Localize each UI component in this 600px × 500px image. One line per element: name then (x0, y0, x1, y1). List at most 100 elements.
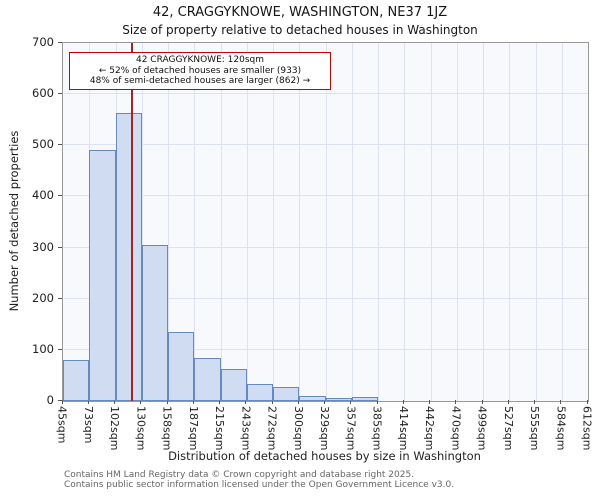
gridline-vertical (325, 43, 327, 401)
y-tick-label: 700 (32, 35, 54, 49)
gridline-vertical (535, 43, 537, 401)
property-size-marker-line (131, 43, 133, 401)
histogram-bar (115, 113, 142, 401)
x-tick-label: 414sqm (396, 406, 410, 451)
x-tick-label: 442sqm (423, 406, 436, 451)
x-tick-label: 527sqm (501, 406, 515, 451)
x-tick-mark (534, 400, 535, 404)
plot-area: 42 CRAGGYKNOWE: 120sqm ← 52% of detached… (62, 42, 589, 402)
x-tick-mark (350, 400, 352, 404)
x-tick-label: 243sqm (239, 406, 253, 451)
annotation-smaller-line: ← 52% of detached houses are smaller (93… (98, 65, 302, 76)
x-tick-label: 45sqm (55, 406, 69, 444)
gridline-vertical (299, 43, 301, 401)
y-tick-mark (58, 93, 62, 95)
x-tick-label: 555sqm (528, 406, 541, 451)
y-tick-mark (58, 400, 62, 401)
annotation-box: 42 CRAGGYKNOWE: 120sqm ← 52% of detached… (69, 52, 331, 90)
gridline-vertical (273, 43, 274, 401)
gridline-vertical (246, 43, 248, 401)
y-tick-label: 200 (32, 290, 54, 305)
histogram-bar (63, 360, 90, 401)
x-tick-label: 385sqm (370, 406, 384, 451)
histogram-bar (220, 369, 247, 401)
gridline-vertical (168, 43, 169, 401)
x-tick-label: 300sqm (291, 406, 305, 451)
gridline-vertical (404, 43, 406, 401)
y-tick-mark (58, 246, 62, 248)
y-tick-label: 300 (32, 239, 54, 254)
x-tick-mark (87, 400, 89, 404)
gridline-vertical (483, 43, 484, 401)
footer-line-1: Contains HM Land Registry data © Crown c… (64, 470, 415, 480)
y-tick-mark (58, 348, 62, 350)
y-tick-mark (58, 144, 62, 146)
y-tick-label: 100 (32, 341, 54, 356)
x-tick-mark (455, 400, 457, 404)
gridline-vertical (430, 43, 432, 401)
x-tick-mark (140, 400, 142, 404)
histogram-bar (351, 397, 378, 401)
gridline-vertical (378, 43, 379, 401)
x-tick-mark (192, 400, 194, 404)
histogram-bar (168, 331, 195, 401)
x-tick-label: 215sqm (213, 406, 226, 451)
x-tick-mark (481, 400, 483, 404)
x-tick-mark (61, 400, 63, 404)
x-tick-mark (271, 400, 273, 404)
x-tick-mark (429, 400, 430, 404)
gridline-vertical (509, 43, 511, 401)
y-tick-label: 0 (46, 393, 54, 407)
x-tick-label: 73sqm (81, 406, 95, 444)
x-tick-label: 187sqm (186, 406, 200, 451)
histogram-bar (194, 357, 221, 401)
annotation-larger-line: 48% of semi-detached houses are larger (… (89, 76, 311, 86)
x-tick-mark (376, 400, 378, 404)
x-tick-label: 584sqm (554, 406, 568, 451)
x-tick-mark (297, 400, 299, 404)
x-tick-mark (245, 400, 247, 404)
x-tick-label: 130sqm (134, 406, 148, 451)
x-tick-label: 357sqm (344, 406, 358, 451)
x-tick-mark (586, 400, 588, 404)
x-tick-label: 272sqm (265, 406, 279, 451)
gridline-vertical (561, 43, 563, 401)
histogram-bar (273, 387, 300, 401)
histogram-bar (299, 395, 326, 401)
gridline-vertical (351, 43, 353, 401)
histogram-bar (141, 245, 168, 401)
annotation-property-line: 42 CRAGGYKNOWE: 120sqm (135, 55, 265, 65)
gridline-vertical (194, 43, 196, 401)
y-tick-mark (58, 195, 62, 197)
y-tick-mark (58, 297, 62, 299)
footer-line-2: Contains public sector information licen… (64, 480, 455, 490)
gridline-vertical (220, 43, 222, 401)
x-tick-label: 329sqm (318, 406, 331, 451)
y-tick-mark (58, 42, 62, 43)
histogram-bar (89, 150, 116, 401)
y-tick-label: 500 (32, 137, 54, 152)
gridline-vertical (141, 43, 143, 401)
attribution-footer: Contains HM Land Registry data © Crown c… (64, 470, 454, 490)
x-tick-label: 102sqm (108, 406, 121, 451)
histogram-bar (246, 384, 273, 401)
y-tick-label: 600 (32, 86, 54, 101)
y-axis-label: Number of detached properties (7, 130, 21, 312)
x-tick-mark (324, 400, 325, 404)
x-tick-mark (114, 400, 115, 404)
chart-subtitle: Size of property relative to detached ho… (122, 23, 478, 37)
x-tick-label: 158sqm (160, 406, 174, 451)
x-tick-mark (166, 400, 168, 404)
x-tick-label: 470sqm (449, 406, 463, 451)
chart-title: 42, CRAGGYKNOWE, WASHINGTON, NE37 1JZ (152, 5, 448, 20)
x-tick-label: 499sqm (475, 406, 489, 451)
x-tick-mark (402, 400, 404, 404)
x-tick-mark (507, 400, 509, 404)
histogram-bar (325, 398, 352, 401)
gridline-vertical (456, 43, 458, 401)
x-tick-mark (560, 400, 562, 404)
y-tick-label: 400 (32, 188, 54, 203)
x-axis-label: Distribution of detached houses by size … (168, 449, 481, 463)
x-tick-label: 612sqm (580, 406, 594, 451)
